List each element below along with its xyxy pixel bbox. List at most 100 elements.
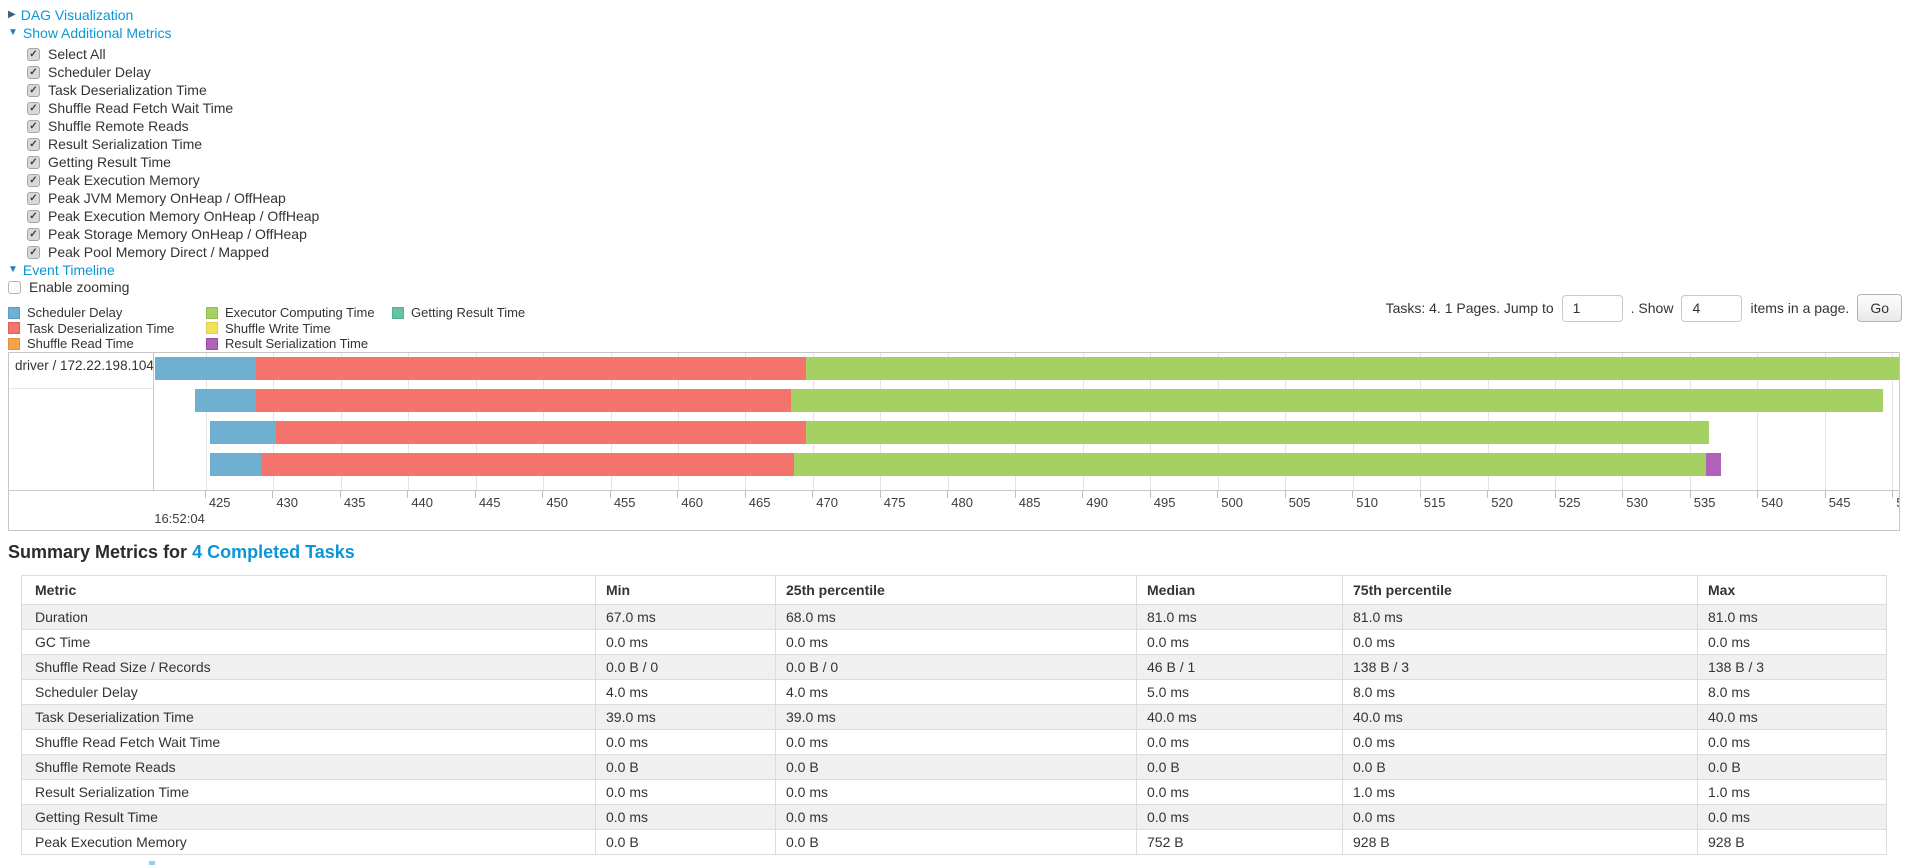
metric-checkbox[interactable]: ✓ bbox=[27, 65, 40, 79]
axis-tick-label: 510 bbox=[1356, 495, 1378, 510]
metric-checkbox[interactable]: ✓ bbox=[27, 173, 40, 187]
show-additional-metrics-toggle[interactable]: ▼ Show Additional Metrics bbox=[8, 24, 172, 41]
metric-checkbox[interactable]: ✓ bbox=[27, 245, 40, 259]
table-cell: 40.0 ms bbox=[1342, 704, 1698, 730]
axis-tick-label: 470 bbox=[816, 495, 838, 510]
legend-item: Getting Result Time bbox=[392, 305, 525, 321]
timeline-plot-area bbox=[153, 353, 1899, 490]
legend-swatch-shuffle-read bbox=[8, 337, 20, 350]
table-row: Task Deserialization Time 39.0 ms 39.0 ms 4… bbox=[21, 704, 1887, 730]
event-timeline-toggle[interactable]: ▼ Event Timeline bbox=[8, 261, 115, 278]
legend-item: Shuffle Read Time bbox=[8, 336, 174, 352]
summary-metrics-table: Metric Min 25th percentile Median 75th perce… bbox=[21, 575, 1887, 855]
axis-tick-label: 550 bbox=[1896, 495, 1899, 510]
axis-tick bbox=[1689, 491, 1691, 498]
table-cell: 138 B / 3 bbox=[1342, 654, 1698, 680]
task-bar-segment-executor-computing[interactable] bbox=[806, 357, 1899, 380]
table-cell: 39.0 ms bbox=[775, 704, 1137, 730]
axis-tick bbox=[1217, 491, 1219, 498]
legend-column: Executor Computing Time Shuffle Write Tim… bbox=[206, 305, 375, 352]
task-bar-segment-scheduler-delay[interactable] bbox=[209, 420, 276, 444]
metric-checkbox-row: ✓ Peak Storage Memory OnHeap / OffHeap bbox=[27, 226, 307, 242]
metric-checkbox-row: ✓ Getting Result Time bbox=[27, 154, 171, 170]
task-bar-segment-scheduler-delay[interactable] bbox=[195, 388, 256, 412]
table-cell: 0.0 ms bbox=[775, 629, 1137, 655]
completed-tasks-link[interactable]: 4 Completed Tasks bbox=[192, 542, 355, 562]
table-cell: 5.0 ms bbox=[1136, 679, 1343, 705]
table-cell: Duration bbox=[21, 604, 596, 630]
metric-checkbox-row: ✓ Shuffle Remote Reads bbox=[27, 118, 189, 134]
metric-checkbox[interactable]: ✓ bbox=[27, 83, 40, 97]
items-per-page-input[interactable] bbox=[1681, 294, 1743, 322]
legend-column: Scheduler Delay Task Deserialization Time… bbox=[8, 305, 174, 352]
task-bar-segment-task-deserialization[interactable] bbox=[275, 420, 807, 444]
metric-checkbox[interactable]: ✓ bbox=[27, 101, 40, 115]
axis-tick-label: 425 bbox=[208, 495, 231, 510]
table-header-cell: Median bbox=[1136, 575, 1343, 605]
metric-checkbox-label: Peak Pool Memory Direct / Mapped bbox=[48, 244, 269, 260]
dag-visualization-toggle[interactable]: ▶ DAG Visualization bbox=[8, 6, 133, 23]
table-row: Shuffle Remote Reads 0.0 B 0.0 B 0.0 B 0.0 B… bbox=[21, 754, 1887, 780]
table-cell: 81.0 ms bbox=[1136, 604, 1343, 630]
legend-swatch-task-deserialization bbox=[8, 322, 20, 335]
axis-tick bbox=[1284, 491, 1286, 498]
metric-checkbox-label: Peak JVM Memory OnHeap / OffHeap bbox=[48, 190, 286, 206]
table-row: Getting Result Time 0.0 ms 0.0 ms 0.0 ms 0.0… bbox=[21, 804, 1887, 830]
jump-to-page-input[interactable] bbox=[1561, 294, 1623, 322]
legend-item: Shuffle Write Time bbox=[206, 321, 375, 337]
task-bar-segment-executor-computing[interactable] bbox=[794, 452, 1707, 476]
table-cell: 0.0 ms bbox=[1136, 779, 1343, 805]
gridline bbox=[1824, 353, 1826, 490]
timeline-axis: 425 430 435 440 445 450 455 460 465 470 475 480 485 4… bbox=[153, 491, 1899, 530]
table-cell: 40.0 ms bbox=[1136, 704, 1343, 730]
pagination-suffix-text: items in a page. bbox=[1750, 300, 1850, 316]
metric-checkbox[interactable]: ✓ bbox=[27, 47, 40, 61]
metric-checkbox[interactable]: ✓ bbox=[27, 191, 40, 205]
table-row: Peak Execution Memory 0.0 B 0.0 B 752 B 928 … bbox=[21, 829, 1887, 855]
metric-checkbox-row: ✓ Task Deserialization Time bbox=[27, 82, 207, 98]
task-bar-segment-scheduler-delay[interactable] bbox=[154, 357, 256, 380]
metric-checkbox[interactable]: ✓ bbox=[27, 137, 40, 151]
axis-tick-label: 435 bbox=[343, 495, 366, 510]
legend-item: Scheduler Delay bbox=[8, 305, 174, 321]
table-cell: 0.0 B bbox=[1342, 754, 1698, 780]
task-bar-segment-scheduler-delay[interactable] bbox=[209, 452, 262, 476]
metric-checkbox[interactable]: ✓ bbox=[27, 119, 40, 133]
table-cell: Result Serialization Time bbox=[21, 779, 596, 805]
metric-checkbox-row: ✓ Result Serialization Time bbox=[27, 136, 202, 152]
metric-checkbox-label: Shuffle Read Fetch Wait Time bbox=[48, 100, 234, 116]
table-cell: 0.0 B bbox=[1136, 754, 1343, 780]
table-header-cell: Max bbox=[1697, 575, 1887, 605]
table-cell: 1.0 ms bbox=[1697, 779, 1887, 805]
table-cell: 0.0 ms bbox=[595, 629, 776, 655]
dag-visualization-label: DAG Visualization bbox=[20, 6, 134, 23]
task-bar-segment-executor-computing[interactable] bbox=[791, 388, 1883, 412]
task-bar-segment-task-deserialization[interactable] bbox=[255, 357, 807, 380]
axis-tick bbox=[1419, 491, 1421, 498]
task-bar-segment-task-deserialization[interactable] bbox=[255, 388, 792, 412]
summary-metrics-title: Summary Metrics for 4 Completed Tasks bbox=[8, 542, 355, 563]
legend-label: Scheduler Delay bbox=[27, 305, 123, 321]
task-bar-segment-result-serialization[interactable] bbox=[1706, 452, 1721, 476]
metric-checkbox[interactable]: ✓ bbox=[27, 227, 40, 241]
metric-checkbox-row: ✓ Peak Pool Memory Direct / Mapped bbox=[27, 244, 269, 260]
task-bar-segment-task-deserialization[interactable] bbox=[261, 452, 795, 476]
axis-tick bbox=[1352, 491, 1354, 498]
metric-checkbox[interactable]: ✓ bbox=[27, 209, 40, 223]
task-bar-segment-executor-computing[interactable] bbox=[806, 420, 1709, 444]
table-cell: 0.0 ms bbox=[595, 729, 776, 755]
partial-element-bottom bbox=[149, 861, 155, 865]
table-cell: 8.0 ms bbox=[1697, 679, 1887, 705]
axis-tick-label: 465 bbox=[748, 495, 771, 510]
go-button[interactable]: Go bbox=[1857, 294, 1902, 322]
enable-zooming-checkbox[interactable] bbox=[8, 280, 21, 294]
table-cell: 67.0 ms bbox=[595, 604, 776, 630]
axis-tick-label: 500 bbox=[1221, 495, 1243, 510]
table-header-cell: 75th percentile bbox=[1342, 575, 1698, 605]
metric-checkbox[interactable]: ✓ bbox=[27, 155, 40, 169]
gridline bbox=[1892, 353, 1894, 490]
table-cell: Task Deserialization Time bbox=[21, 704, 596, 730]
table-header-row: Metric Min 25th percentile Median 75th perce… bbox=[21, 575, 1887, 605]
axis-tick bbox=[1757, 491, 1759, 498]
